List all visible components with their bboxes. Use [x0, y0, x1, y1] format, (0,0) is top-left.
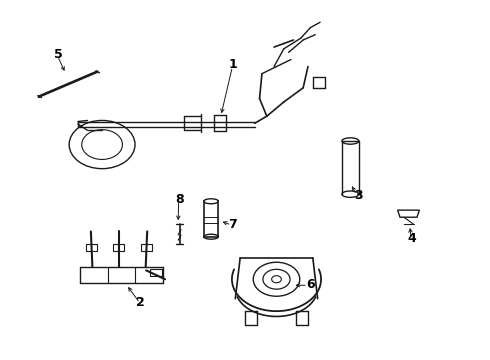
Text: 5: 5	[54, 48, 63, 61]
Text: 1: 1	[228, 58, 237, 71]
Text: 3: 3	[355, 189, 363, 202]
Text: 2: 2	[137, 296, 145, 309]
Text: 8: 8	[175, 193, 184, 206]
Text: 7: 7	[228, 218, 237, 231]
Text: 4: 4	[408, 232, 416, 245]
Text: 6: 6	[306, 278, 315, 291]
